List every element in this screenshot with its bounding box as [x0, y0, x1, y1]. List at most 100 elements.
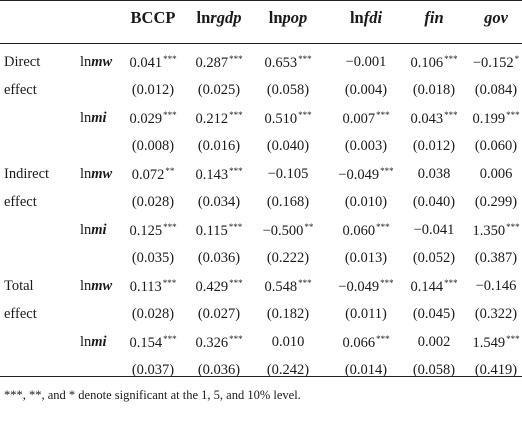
table-cell-lnpop: 0.010 [271, 334, 305, 350]
table-cell-lnrgdp: (0.036) [197, 362, 241, 378]
significance-stars: *** [229, 166, 243, 176]
table-cell-gov: 1.350*** [472, 222, 520, 239]
group-label-direct-line1: Direct [4, 54, 41, 70]
table-cell-lnrgdp: 0.143*** [195, 166, 243, 183]
group-label-direct-line2: effect [4, 82, 37, 98]
significance-stars: *** [376, 334, 390, 344]
table-cell-lnpop: 0.548*** [264, 278, 312, 295]
table-cell-fin: 0.106*** [410, 54, 458, 71]
table-cell-bccp: (0.035) [131, 250, 175, 266]
table-cell-fin: 0.002 [417, 334, 451, 350]
col-header-gov: gov [484, 8, 508, 27]
table-cell-lnfdi: −0.049*** [338, 166, 394, 183]
table-cell-bccp: 0.072** [131, 166, 175, 183]
table-footnote: ***, **, and * denote significant at the… [4, 388, 301, 402]
table-cell-fin: (0.058) [412, 362, 456, 378]
significance-stars: *** [298, 54, 312, 64]
table-cell-gov: 0.006 [479, 166, 513, 182]
significance-stars: *** [229, 278, 243, 288]
table-cell-bccp: (0.028) [131, 306, 175, 322]
significance-stars: * [514, 54, 520, 64]
var-label-lnmw: lnmw [80, 278, 113, 294]
table-cell-lnfdi: −0.049*** [338, 278, 394, 295]
significance-stars: ** [304, 222, 314, 232]
table-cell-lnfdi: 0.007*** [342, 110, 390, 127]
table-cell-bccp: 0.113*** [129, 278, 177, 295]
table-cell-lnrgdp: (0.016) [197, 138, 241, 154]
table-cell-lnpop: −0.105 [267, 166, 309, 182]
significance-stars: *** [163, 334, 177, 344]
table-cell-gov: (0.084) [474, 82, 518, 98]
group-label-total-line1: Total [4, 278, 34, 294]
col-header-bccp: BCCP [130, 8, 176, 27]
table-cell-gov: 1.549*** [472, 334, 520, 351]
group-label-total-line2: effect [4, 306, 37, 322]
significance-stars: *** [444, 54, 458, 64]
table-cell-lnpop: (0.182) [266, 306, 310, 322]
significance-stars: *** [163, 222, 177, 232]
group-label-indirect-line2: effect [4, 194, 37, 210]
significance-stars: *** [380, 166, 394, 176]
table-cell-lnfdi: 0.066*** [342, 334, 390, 351]
significance-stars: *** [506, 110, 520, 120]
significance-stars: *** [380, 278, 394, 288]
significance-stars: *** [163, 110, 177, 120]
table-cell-lnrgdp: (0.025) [197, 82, 241, 98]
table-cell-gov: −0.146 [475, 278, 517, 294]
significance-stars: *** [228, 222, 243, 232]
table-cell-bccp: 0.154*** [129, 334, 177, 351]
table-cell-lnpop: −0.500** [262, 222, 314, 239]
table-cell-fin: −0.041 [413, 222, 455, 238]
table-cell-bccp: 0.041*** [129, 54, 177, 71]
table-cell-lnpop: (0.040) [266, 138, 310, 154]
significance-stars: *** [506, 334, 520, 344]
significance-stars: *** [298, 110, 312, 120]
significance-stars: *** [229, 110, 243, 120]
table-cell-lnpop: (0.168) [266, 194, 310, 210]
table-cell-lnrgdp: (0.036) [197, 250, 241, 266]
significance-stars: *** [229, 54, 243, 64]
table-cell-gov: 0.199*** [472, 110, 520, 127]
table-cell-bccp: (0.012) [131, 82, 175, 98]
var-label-lnmw: lnmw [80, 166, 113, 182]
table-cell-lnrgdp: (0.027) [197, 306, 241, 322]
table-cell-fin: (0.045) [412, 306, 456, 322]
table-cell-lnfdi: (0.013) [344, 250, 388, 266]
table-cell-lnpop: (0.222) [266, 250, 310, 266]
col-header-fin: fin [424, 8, 444, 27]
table-bottom-rule [0, 376, 522, 377]
var-label-lnmi: lnmi [80, 334, 107, 350]
table-cell-bccp: 0.029*** [129, 110, 177, 127]
significance-stars: *** [298, 278, 312, 288]
table-cell-fin: (0.018) [412, 82, 456, 98]
col-header-lnpop: lnpop [268, 8, 308, 27]
table-cell-gov: (0.299) [474, 194, 518, 210]
table-cell-lnfdi: (0.011) [345, 306, 387, 322]
table-cell-bccp: (0.037) [131, 362, 175, 378]
table-cell-lnfdi: 0.060*** [342, 222, 390, 239]
table-cell-gov: (0.419) [474, 362, 518, 378]
significance-stars: *** [444, 278, 458, 288]
table-cell-lnrgdp: 0.212*** [195, 110, 243, 127]
table-cell-lnrgdp: 0.115*** [195, 222, 243, 239]
significance-stars: *** [444, 110, 458, 120]
table-cell-gov: (0.387) [474, 250, 518, 266]
table-top-rule [0, 0, 522, 1]
table-cell-gov: −0.152* [472, 54, 520, 71]
table-cell-lnrgdp: 0.287*** [195, 54, 243, 71]
table-cell-bccp: (0.008) [131, 138, 175, 154]
var-label-lnmi: lnmi [80, 222, 107, 238]
significance-stars: *** [229, 334, 243, 344]
table-cell-fin: 0.038 [417, 166, 451, 182]
table-cell-gov: (0.322) [474, 306, 518, 322]
significance-stars: *** [506, 222, 520, 232]
col-header-lnrgdp: lnrgdp [196, 8, 242, 27]
table-cell-fin: 0.043*** [410, 110, 458, 127]
var-label-lnmw: lnmw [80, 54, 113, 70]
table-cell-bccp: (0.028) [131, 194, 175, 210]
significance-stars: *** [376, 222, 390, 232]
table-cell-lnfdi: (0.010) [344, 194, 388, 210]
table-cell-lnfdi: (0.004) [344, 82, 388, 98]
table-cell-fin: (0.012) [412, 138, 456, 154]
col-header-lnfdi: lnfdi [349, 8, 383, 27]
